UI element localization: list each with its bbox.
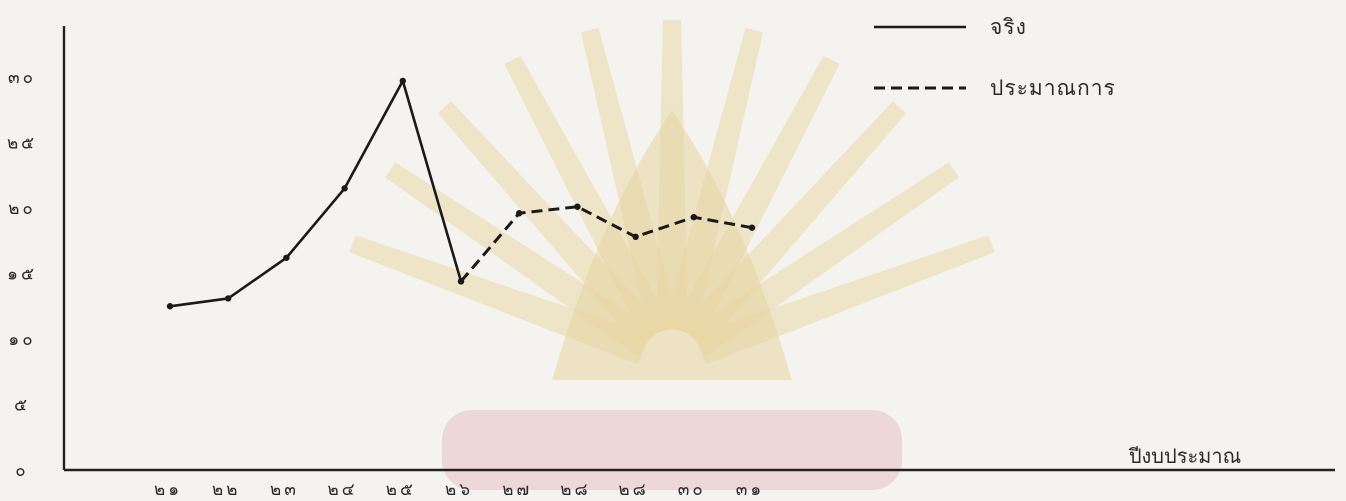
x-tick-label: ๒๔ [328, 480, 358, 500]
x-tick-label: ๒๘ [618, 480, 648, 500]
x-tick-label: ๒๒ [212, 480, 240, 500]
y-tick-label: ๕ [14, 396, 30, 416]
data-point [632, 234, 638, 240]
data-point [516, 210, 522, 216]
data-point [225, 295, 231, 301]
legend-label: ประมาณการ [990, 76, 1116, 100]
x-tick-label: ๒๑ [154, 480, 182, 500]
legend-label: จริง [990, 15, 1027, 39]
watermark-base [442, 410, 902, 490]
x-tick-label: ๒๕ [386, 480, 416, 500]
x-tick-label: ๒๘ [560, 480, 590, 500]
y-tick-label: ๑๐ [8, 330, 35, 350]
x-tick-label: ๒๓ [270, 480, 299, 500]
y-tick-label: ๑๕ [7, 265, 37, 285]
watermark-seal [347, 20, 997, 490]
data-point [691, 214, 697, 220]
data-point [400, 78, 406, 84]
data-point [574, 203, 580, 209]
data-point [167, 303, 173, 309]
x-tick-label: ๓๐ [678, 480, 706, 500]
y-tick-label: ๒๕ [7, 134, 37, 154]
y-tick-label: ๓๐ [8, 68, 36, 88]
data-point [458, 278, 464, 284]
x-axis-title: ปีงบประมาณ [1129, 444, 1242, 468]
y-tick-label: ๐ [15, 461, 28, 481]
data-point [749, 224, 755, 230]
y-tick-label: ๒๐ [8, 199, 36, 219]
x-tick-label: ๒๖ [445, 480, 473, 500]
x-tick-label: ๒๗ [502, 480, 532, 500]
data-point [283, 255, 289, 261]
y-tick-labels: ๐ ๕ ๑๐ ๑๕ ๒๐ ๒๕ ๓๐ [7, 68, 37, 481]
x-tick-label: ๓๑ [736, 480, 764, 500]
watermark-spire [552, 110, 792, 380]
data-point [341, 185, 347, 191]
